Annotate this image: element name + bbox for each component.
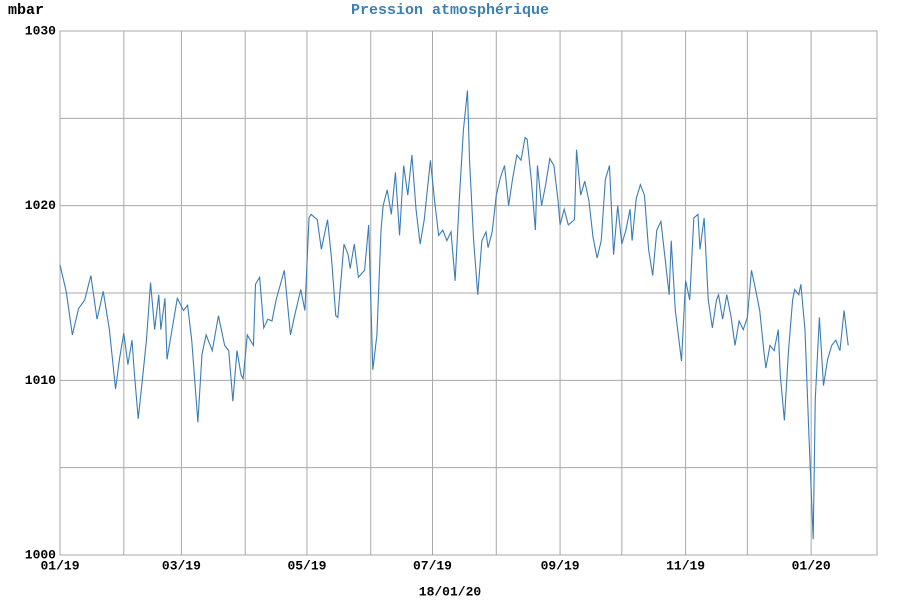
y-tick-label: 1020 [25, 198, 56, 213]
y-tick-label: 1010 [25, 373, 56, 388]
y-tick-label: 1000 [25, 547, 56, 562]
x-tick-label: 01/20 [792, 558, 831, 573]
y-axis-label: mbar [8, 2, 44, 19]
footer-date: 18/01/20 [419, 584, 482, 599]
y-tick-label: 1030 [25, 23, 56, 38]
x-tick-label: 09/19 [541, 558, 580, 573]
x-tick-label: 05/19 [287, 558, 326, 573]
pressure-line [59, 90, 849, 540]
x-tick-label: 01/19 [40, 558, 79, 573]
x-tick-label: 03/19 [162, 558, 201, 573]
chart-title: Pression atmosphérique [351, 2, 549, 19]
x-tick-label: 11/19 [666, 558, 705, 573]
x-tick-label: 07/19 [413, 558, 452, 573]
